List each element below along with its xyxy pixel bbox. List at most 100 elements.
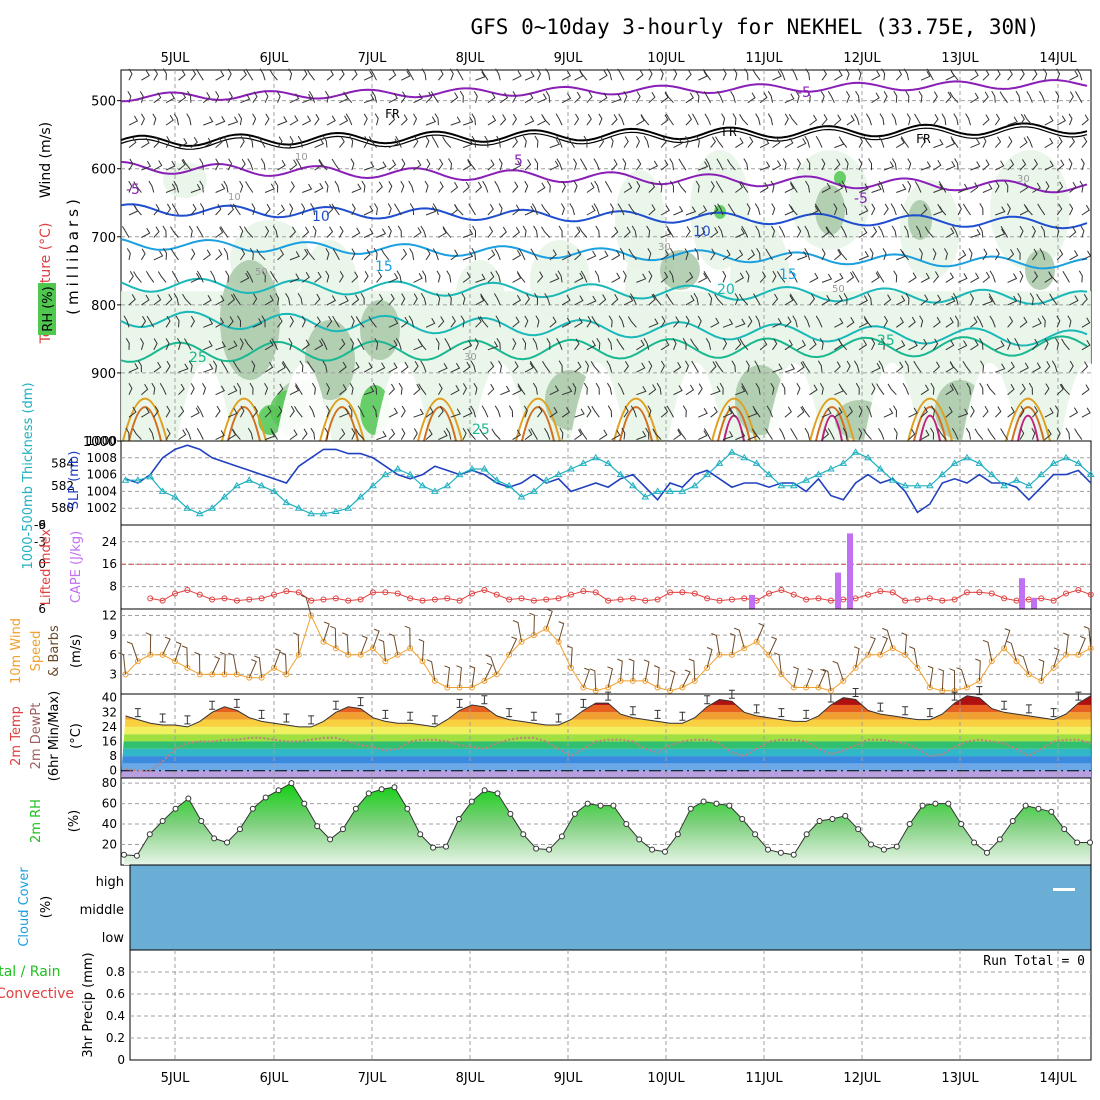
wind-barb [797, 340, 806, 351]
wind-barb [933, 361, 941, 373]
wind-barb [462, 228, 474, 238]
temp-minmax-bar [481, 695, 488, 705]
wind-barb [306, 68, 315, 81]
wind-barb [351, 428, 356, 440]
wind-barb [227, 116, 239, 126]
wind-barb [195, 68, 204, 81]
thickness-point [765, 470, 773, 478]
wind-barb [289, 93, 300, 104]
wind-barb [710, 248, 716, 261]
temp-minmax-bar [1001, 700, 1008, 710]
wind-barb-10m [293, 632, 300, 655]
wind-barb [165, 360, 171, 373]
wind-barb [264, 362, 274, 373]
wind-barb [153, 136, 160, 148]
wind-barb [351, 203, 356, 216]
date-label-top: 11JUL [745, 51, 783, 66]
wind-barb [215, 116, 226, 126]
wind-barb [557, 270, 563, 283]
wind-barb [619, 248, 625, 260]
upper-wind-barbs [121, 68, 1092, 441]
thickness-point [121, 476, 130, 483]
wind-barb [846, 271, 855, 283]
wind-barb [522, 337, 527, 350]
wind-barb [450, 385, 460, 396]
li-tick-label: -3 [34, 535, 46, 549]
wind-barb [215, 341, 226, 351]
wind-barb [673, 429, 682, 441]
rh-point [1048, 808, 1055, 815]
wind-barb [908, 428, 916, 440]
wind-barb [979, 337, 984, 350]
wind-barb [413, 293, 418, 306]
wind-barb [660, 315, 666, 328]
wind-barb [844, 158, 849, 171]
wind-barb [994, 406, 1002, 418]
wind-barb [239, 405, 245, 418]
wind-barb [252, 318, 263, 328]
wind-barb [215, 430, 225, 441]
wind-speed-point [172, 658, 178, 665]
wind-barb [1065, 427, 1070, 440]
wind-speed-point [605, 684, 612, 691]
wind-barb [584, 360, 589, 373]
wind-barb [324, 180, 329, 193]
wind-barb [530, 428, 538, 440]
rh-blob [360, 300, 400, 360]
wind-barb [821, 408, 832, 418]
wind-barb [249, 248, 254, 260]
wind-barb [372, 382, 377, 395]
thickness-point [925, 481, 934, 489]
wind-barb [652, 293, 662, 306]
wind-barb [1014, 338, 1021, 350]
wind-barb [140, 315, 147, 328]
wind-barb [165, 428, 171, 440]
wind-barb [907, 180, 912, 193]
wind-barb [951, 383, 959, 395]
wind-barb [759, 161, 771, 171]
wind-barb [388, 407, 399, 418]
wind-barb [868, 158, 872, 171]
wind-barb [339, 115, 349, 126]
wind-barb [611, 250, 621, 261]
wind-barb [395, 135, 402, 148]
wind-barb [215, 317, 225, 328]
ylabel-thickness: 1000-500mb Thickness (dm) [21, 382, 36, 569]
wind-barb [1069, 226, 1077, 238]
wind-barb [462, 340, 473, 351]
rh-point [674, 831, 681, 838]
rh-point [893, 843, 900, 850]
wind-barb [295, 158, 303, 171]
wind-barb [310, 427, 316, 440]
ylabel-barbs: & Barbs [47, 625, 62, 677]
wind-barb [256, 248, 266, 261]
wind-barb [215, 227, 224, 238]
contour-label-rh30: 30 [658, 242, 671, 253]
wind-barb [1054, 405, 1059, 418]
rh-series [121, 780, 1093, 865]
wind-barb [371, 90, 377, 103]
wind-barb [355, 316, 365, 328]
wind-barb [586, 113, 592, 126]
wind-barb [446, 270, 452, 283]
wind-barb [536, 68, 542, 81]
wind-barb [1068, 113, 1073, 126]
wind-barb [734, 293, 739, 306]
rh-point [752, 831, 759, 838]
wind-barb [297, 293, 303, 305]
wind-barb-10m [589, 668, 597, 691]
wind-barb [809, 205, 819, 216]
wind-barb [541, 114, 551, 126]
wind-barb [994, 69, 1001, 81]
wind-barb [462, 272, 471, 283]
wind-barb [532, 337, 538, 350]
isotherm-25 [120, 335, 1088, 363]
lifted-index-point [778, 586, 785, 593]
wind-barb [311, 382, 316, 395]
wind-barb [995, 363, 1006, 373]
wind-barb [710, 204, 719, 216]
rh-point [945, 800, 952, 807]
wind-barb [314, 159, 323, 171]
wind-barb [622, 270, 627, 283]
